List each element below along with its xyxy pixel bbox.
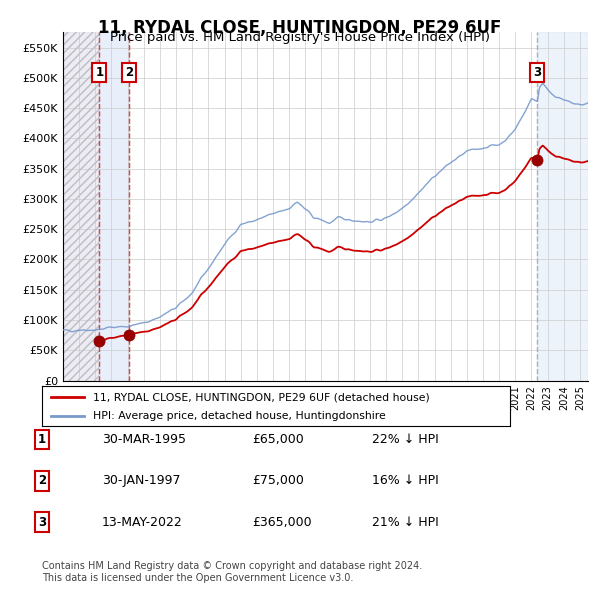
Bar: [63, 32, 99, 381]
Text: 2: 2: [125, 66, 133, 79]
Text: 3: 3: [533, 66, 541, 79]
Text: 30-JAN-1997: 30-JAN-1997: [102, 474, 181, 487]
Text: 13-MAY-2022: 13-MAY-2022: [102, 516, 183, 529]
Text: 1: 1: [38, 433, 46, 446]
Text: Contains HM Land Registry data © Crown copyright and database right 2024.
This d: Contains HM Land Registry data © Crown c…: [42, 561, 422, 583]
Text: 30-MAR-1995: 30-MAR-1995: [102, 433, 186, 446]
Bar: [538, 32, 588, 381]
Text: 22% ↓ HPI: 22% ↓ HPI: [372, 433, 439, 446]
Text: 2: 2: [38, 474, 46, 487]
Text: 1: 1: [95, 66, 103, 79]
Text: 3: 3: [38, 516, 46, 529]
Text: 11, RYDAL CLOSE, HUNTINGDON, PE29 6UF (detached house): 11, RYDAL CLOSE, HUNTINGDON, PE29 6UF (d…: [94, 392, 430, 402]
Text: £65,000: £65,000: [252, 433, 304, 446]
Text: £365,000: £365,000: [252, 516, 311, 529]
Bar: [99, 32, 129, 381]
Text: 16% ↓ HPI: 16% ↓ HPI: [372, 474, 439, 487]
Text: Price paid vs. HM Land Registry's House Price Index (HPI): Price paid vs. HM Land Registry's House …: [110, 31, 490, 44]
Text: 11, RYDAL CLOSE, HUNTINGDON, PE29 6UF: 11, RYDAL CLOSE, HUNTINGDON, PE29 6UF: [98, 19, 502, 37]
Bar: [63, 32, 99, 381]
Text: HPI: Average price, detached house, Huntingdonshire: HPI: Average price, detached house, Hunt…: [94, 411, 386, 421]
Text: £75,000: £75,000: [252, 474, 304, 487]
Text: 21% ↓ HPI: 21% ↓ HPI: [372, 516, 439, 529]
